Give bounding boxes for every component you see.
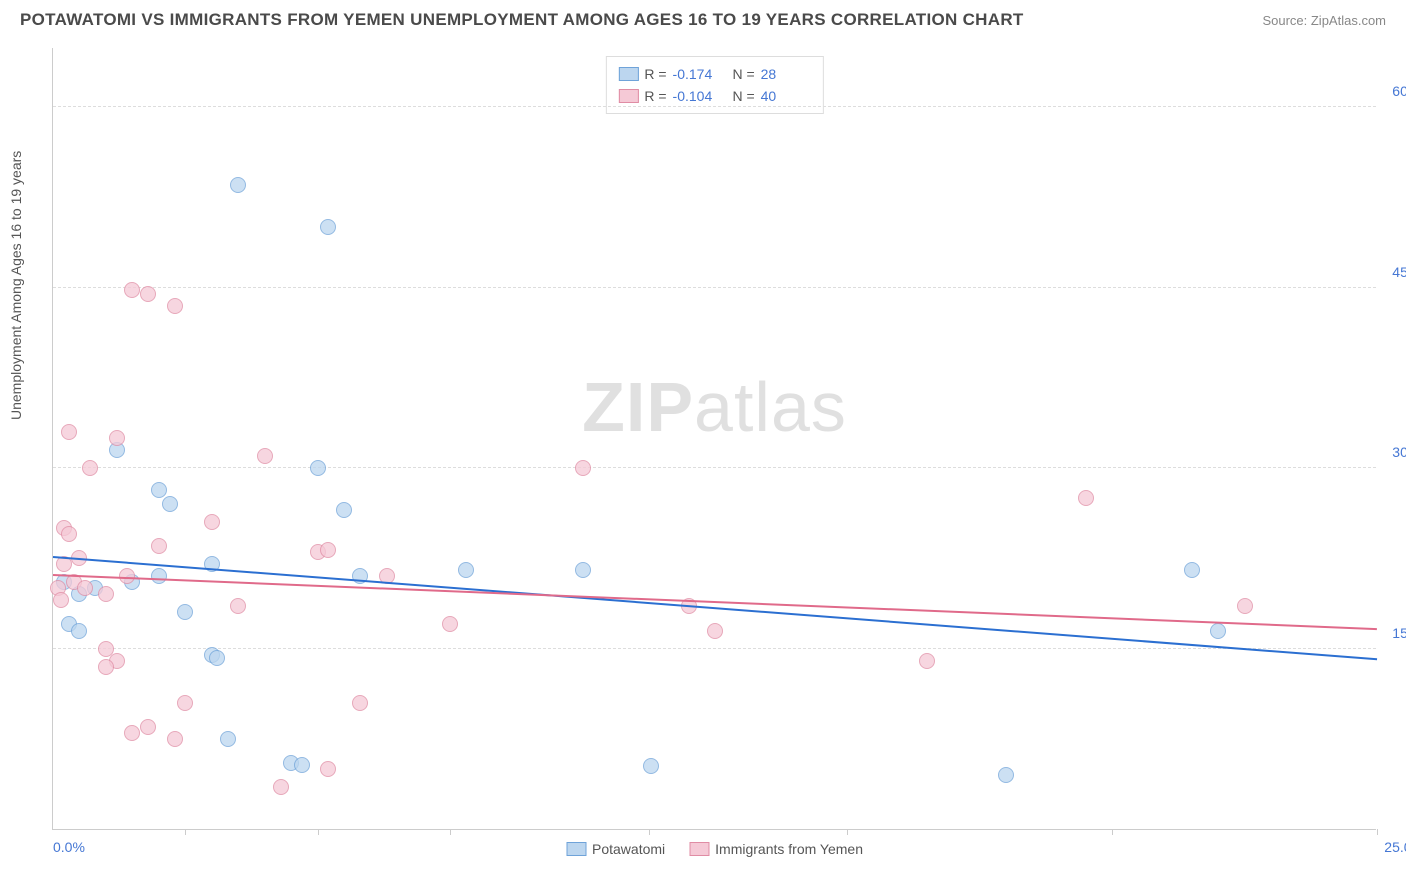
data-point (707, 623, 723, 639)
data-point (77, 580, 93, 596)
data-point (230, 177, 246, 193)
x-axis-min-label: 0.0% (53, 839, 85, 855)
legend-swatch (566, 842, 586, 856)
n-value: 40 (761, 85, 811, 107)
x-axis-max-label: 25.0% (1384, 839, 1406, 855)
data-point (98, 586, 114, 602)
x-tick-mark (1377, 829, 1378, 835)
x-tick-mark (1112, 829, 1113, 835)
data-point (109, 430, 125, 446)
data-point (919, 653, 935, 669)
data-point (273, 779, 289, 795)
legend-swatch (689, 842, 709, 856)
gridline (53, 287, 1376, 288)
data-point (310, 460, 326, 476)
chart-source: Source: ZipAtlas.com (1262, 13, 1386, 28)
n-label: N = (729, 85, 755, 107)
data-point (71, 623, 87, 639)
y-tick-label: 45.0% (1392, 264, 1406, 280)
watermark: ZIPatlas (582, 367, 847, 447)
data-point (220, 731, 236, 747)
x-tick-mark (847, 829, 848, 835)
y-tick-label: 30.0% (1392, 444, 1406, 460)
y-tick-label: 15.0% (1392, 625, 1406, 641)
n-label: N = (729, 63, 755, 85)
r-label: R = (644, 63, 666, 85)
chart-header: POTAWATOMI VS IMMIGRANTS FROM YEMEN UNEM… (20, 10, 1386, 30)
data-point (98, 659, 114, 675)
legend-item: Potawatomi (566, 841, 665, 857)
data-point (336, 502, 352, 518)
data-point (209, 650, 225, 666)
data-point (167, 298, 183, 314)
data-point (320, 542, 336, 558)
series-legend: Potawatomi Immigrants from Yemen (566, 841, 863, 857)
data-point (575, 460, 591, 476)
data-point (1078, 490, 1094, 506)
data-point (998, 767, 1014, 783)
data-point (82, 460, 98, 476)
data-point (61, 526, 77, 542)
x-tick-mark (185, 829, 186, 835)
data-point (61, 424, 77, 440)
x-tick-mark (649, 829, 650, 835)
data-point (140, 286, 156, 302)
x-tick-mark (450, 829, 451, 835)
n-value: 28 (761, 63, 811, 85)
data-point (151, 568, 167, 584)
data-point (352, 695, 368, 711)
data-point (442, 616, 458, 632)
data-point (230, 598, 246, 614)
gridline (53, 106, 1376, 107)
legend-swatch (618, 67, 638, 81)
data-point (151, 482, 167, 498)
data-point (575, 562, 591, 578)
regression-line (53, 556, 1377, 660)
data-point (167, 731, 183, 747)
scatter-chart: ZIPatlas R = -0.174 N = 28R = -0.104 N =… (52, 48, 1376, 830)
x-tick-mark (318, 829, 319, 835)
data-point (204, 514, 220, 530)
legend-label: Immigrants from Yemen (715, 841, 863, 857)
data-point (294, 757, 310, 773)
r-value: -0.174 (673, 63, 723, 85)
y-tick-label: 60.0% (1392, 83, 1406, 99)
gridline (53, 467, 1376, 468)
legend-swatch (618, 89, 638, 103)
chart-title: POTAWATOMI VS IMMIGRANTS FROM YEMEN UNEM… (20, 10, 1024, 30)
data-point (177, 695, 193, 711)
data-point (53, 592, 69, 608)
data-point (162, 496, 178, 512)
data-point (140, 719, 156, 735)
data-point (1184, 562, 1200, 578)
data-point (458, 562, 474, 578)
data-point (1237, 598, 1253, 614)
data-point (1210, 623, 1226, 639)
data-point (177, 604, 193, 620)
legend-label: Potawatomi (592, 841, 665, 857)
r-value: -0.104 (673, 85, 723, 107)
data-point (124, 282, 140, 298)
r-label: R = (644, 85, 666, 107)
data-point (257, 448, 273, 464)
data-point (124, 725, 140, 741)
gridline (53, 648, 1376, 649)
data-point (643, 758, 659, 774)
data-point (320, 761, 336, 777)
data-point (151, 538, 167, 554)
legend-row: R = -0.174 N = 28 (618, 63, 810, 85)
legend-item: Immigrants from Yemen (689, 841, 863, 857)
y-axis-label: Unemployment Among Ages 16 to 19 years (8, 151, 24, 420)
legend-row: R = -0.104 N = 40 (618, 85, 810, 107)
data-point (320, 219, 336, 235)
